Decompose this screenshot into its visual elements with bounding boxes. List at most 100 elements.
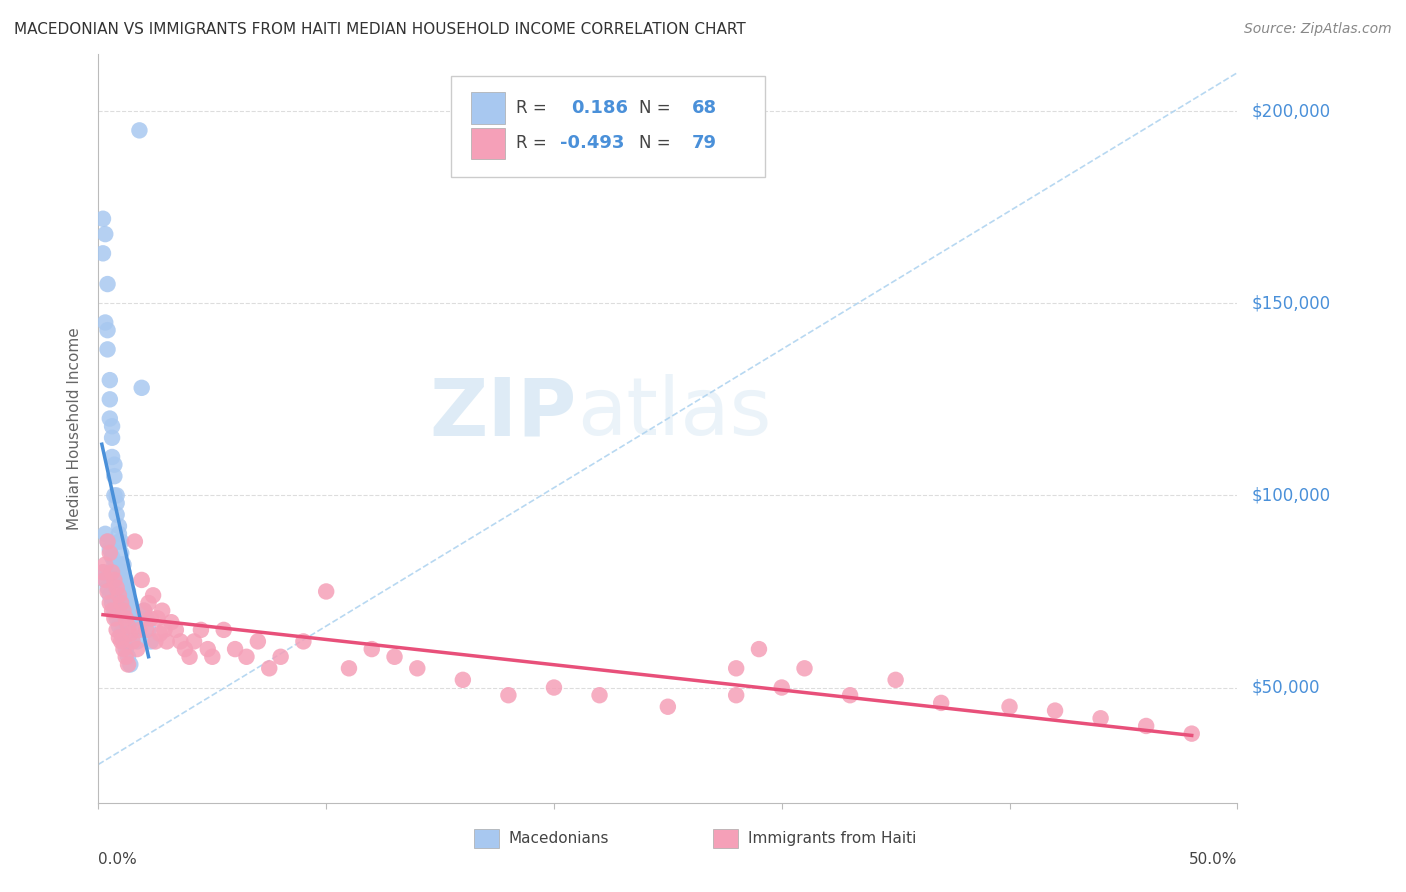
Point — [114, 584, 136, 599]
Point — [384, 649, 406, 664]
Point — [114, 649, 136, 664]
Point — [112, 573, 135, 587]
Point — [259, 661, 281, 675]
Point — [94, 573, 117, 587]
Point — [588, 688, 610, 702]
Text: R =: R = — [516, 135, 553, 153]
Point — [360, 642, 382, 657]
Point — [96, 343, 118, 357]
Point — [165, 623, 187, 637]
Point — [128, 123, 150, 137]
Text: $100,000: $100,000 — [1251, 486, 1330, 504]
Point — [146, 611, 169, 625]
Point — [145, 634, 167, 648]
Point — [117, 619, 139, 633]
Point — [132, 604, 155, 618]
Point — [929, 696, 952, 710]
Point — [110, 581, 132, 595]
Point — [1181, 726, 1204, 740]
Point — [103, 573, 125, 587]
Point — [117, 657, 139, 672]
Point — [124, 611, 146, 625]
Point — [114, 611, 136, 625]
Point — [160, 615, 183, 630]
Point — [101, 549, 124, 564]
Point — [998, 699, 1021, 714]
Point — [114, 642, 136, 657]
Point — [91, 566, 114, 580]
Point — [112, 566, 135, 580]
Point — [121, 604, 143, 618]
Point — [96, 584, 118, 599]
Point — [120, 626, 142, 640]
Point — [112, 642, 135, 657]
Point — [117, 584, 139, 599]
Point — [103, 488, 125, 502]
Point — [201, 649, 224, 664]
Point — [112, 588, 135, 602]
Point — [112, 604, 135, 618]
Point — [110, 558, 132, 572]
Text: ZIP: ZIP — [429, 374, 576, 452]
Point — [131, 573, 153, 587]
Point — [135, 623, 157, 637]
Text: 68: 68 — [692, 99, 717, 117]
Point — [110, 596, 132, 610]
Point — [101, 604, 124, 618]
Text: $50,000: $50,000 — [1251, 679, 1320, 697]
Point — [114, 596, 136, 610]
Point — [315, 584, 337, 599]
Point — [98, 546, 121, 560]
Point — [1090, 711, 1112, 725]
Point — [98, 588, 121, 602]
Point — [101, 596, 124, 610]
Point — [105, 566, 128, 580]
Point — [98, 411, 121, 425]
Point — [212, 623, 235, 637]
Point — [117, 649, 139, 664]
Text: $200,000: $200,000 — [1251, 103, 1330, 120]
Point — [132, 604, 155, 618]
Point — [103, 558, 125, 572]
Point — [451, 673, 474, 687]
Point — [108, 619, 131, 633]
Point — [169, 634, 191, 648]
Point — [105, 508, 128, 522]
Point — [94, 558, 117, 572]
Point — [108, 526, 131, 541]
Point — [224, 642, 246, 657]
Point — [839, 688, 862, 702]
Point — [124, 623, 146, 637]
Point — [120, 596, 142, 610]
Text: R =: R = — [516, 99, 553, 117]
Text: 79: 79 — [692, 135, 717, 153]
Text: 0.186: 0.186 — [571, 99, 628, 117]
Point — [96, 277, 118, 291]
Point — [101, 566, 124, 580]
Point — [138, 596, 160, 610]
Point — [110, 546, 132, 560]
Point — [91, 246, 114, 260]
Point — [105, 488, 128, 502]
Point — [131, 381, 153, 395]
Point — [197, 642, 219, 657]
Point — [657, 699, 679, 714]
Point — [139, 634, 162, 648]
Point — [91, 211, 114, 226]
Text: Immigrants from Haiti: Immigrants from Haiti — [748, 830, 915, 846]
Point — [124, 534, 146, 549]
Point — [1135, 719, 1157, 733]
FancyBboxPatch shape — [713, 829, 738, 847]
Point — [498, 688, 520, 702]
Point — [406, 661, 429, 675]
Point — [96, 534, 118, 549]
Point — [139, 611, 162, 625]
Point — [128, 623, 150, 637]
Point — [110, 634, 132, 648]
Point — [149, 626, 172, 640]
Point — [103, 604, 125, 618]
Point — [96, 581, 118, 595]
Point — [1043, 704, 1066, 718]
Point — [94, 316, 117, 330]
Point — [108, 573, 131, 587]
